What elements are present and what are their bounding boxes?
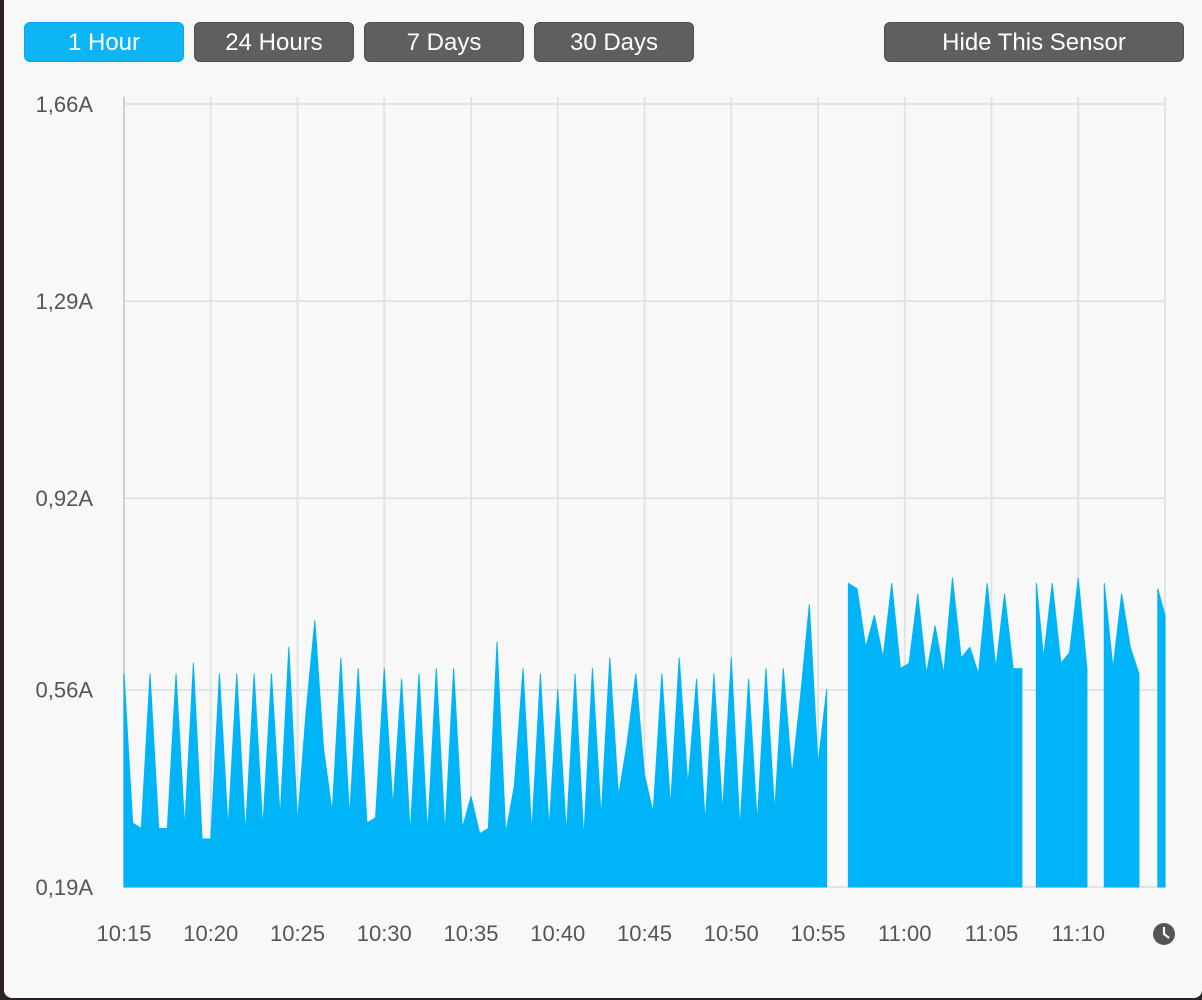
x-tick-label: 10:30 xyxy=(357,921,412,946)
x-tick-label: 10:45 xyxy=(617,921,672,946)
clock-icon xyxy=(1153,923,1175,945)
y-tick-label: 0,92A xyxy=(36,486,94,511)
x-tick-label: 10:35 xyxy=(443,921,498,946)
series xyxy=(123,577,1166,888)
labels: 0,19A 0,56A 0,92A 1,29A 1,66A 10:15 10:20 10:25… xyxy=(36,92,1105,946)
x-tick-label: 10:50 xyxy=(704,921,759,946)
hide-sensor-button[interactable]: Hide This Sensor xyxy=(884,22,1184,62)
plot: 0,19A 0,56A 0,92A 1,29A 1,66A 10:15 10:20 10:25… xyxy=(36,92,1166,946)
range-button[interactable]: 24 Hours xyxy=(194,22,354,62)
range-button[interactable]: 1 Hour xyxy=(24,22,184,62)
x-tick-label: 10:40 xyxy=(530,921,585,946)
y-tick-label: 1,66A xyxy=(36,92,94,117)
x-tick-label: 11:05 xyxy=(965,921,1018,946)
range-button[interactable]: 30 Days xyxy=(534,22,694,62)
area xyxy=(123,577,1166,888)
x-tick-label: 10:20 xyxy=(183,921,238,946)
x-tick-label: 10:15 xyxy=(96,921,151,946)
x-tick-label: 10:55 xyxy=(790,921,845,946)
x-tick-label: 10:25 xyxy=(270,921,325,946)
range-button[interactable]: 7 Days xyxy=(364,22,524,62)
x-tick-label: 11:10 xyxy=(1052,921,1105,946)
y-tick-label: 1,29A xyxy=(36,289,94,314)
x-tick-label: 11:00 xyxy=(878,921,931,946)
y-tick-label: 0,56A xyxy=(36,678,94,703)
y-tick-label: 0,19A xyxy=(36,875,94,900)
